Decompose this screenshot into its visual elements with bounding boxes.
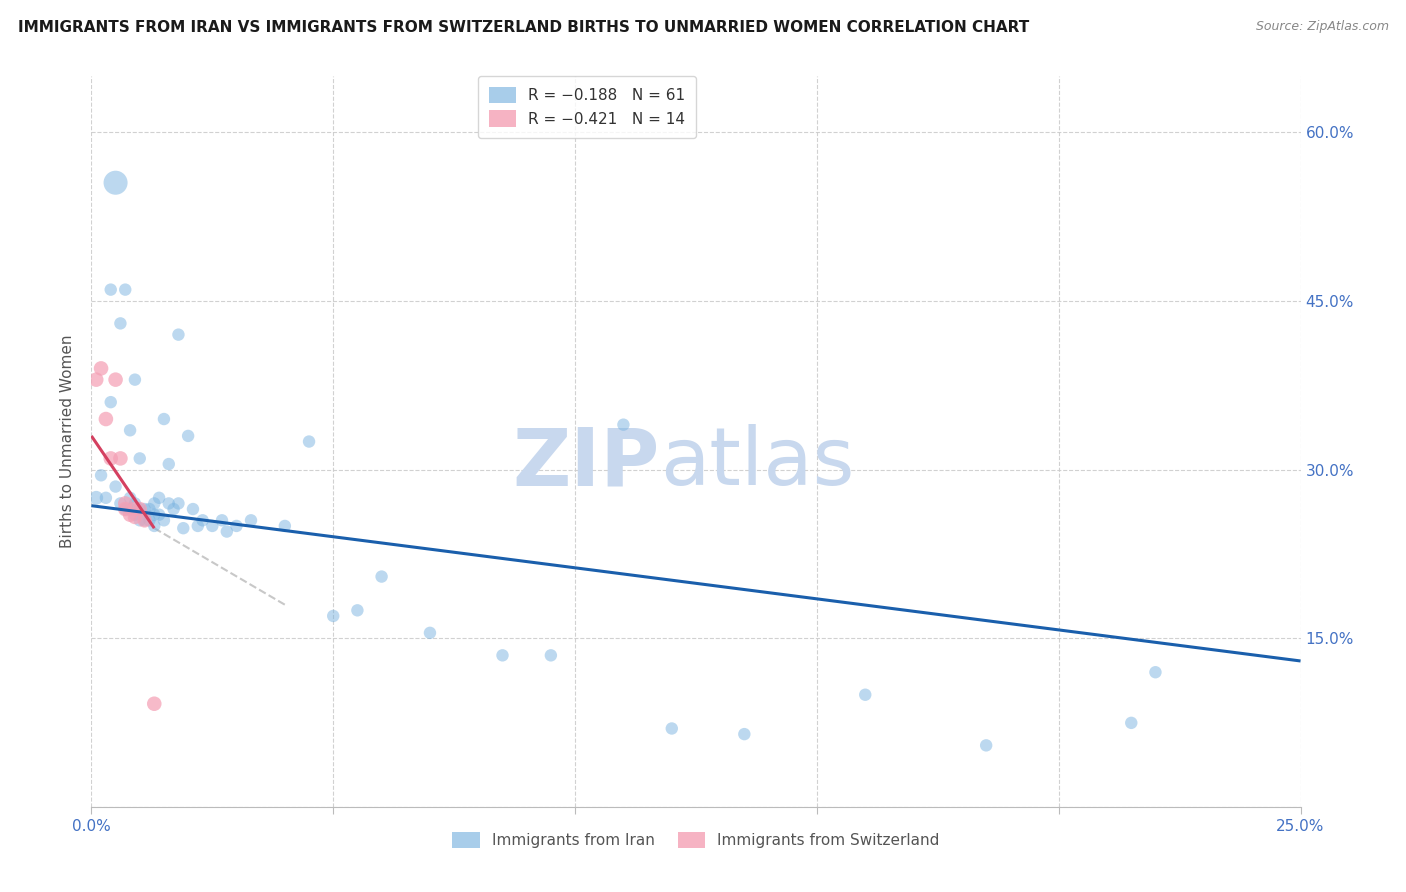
Point: [370, 569, 392, 583]
Point: [110, 451, 132, 466]
Point: [201, 519, 224, 533]
Point: [143, 496, 166, 510]
Point: [110, 496, 132, 510]
Point: [153, 412, 176, 426]
Point: [104, 479, 127, 493]
Y-axis label: Births to Unmarried Women: Births to Unmarried Women: [60, 334, 76, 549]
Point: [148, 508, 170, 522]
Point: [157, 496, 180, 510]
Text: ZIP: ZIP: [512, 425, 659, 502]
Point: [143, 519, 166, 533]
Point: [491, 648, 513, 663]
Point: [114, 283, 136, 297]
Point: [120, 502, 142, 516]
Point: [124, 502, 146, 516]
Point: [114, 496, 136, 510]
Point: [84, 491, 107, 505]
Legend: Immigrants from Iran, Immigrants from Switzerland: Immigrants from Iran, Immigrants from Sw…: [446, 826, 946, 855]
Point: [346, 603, 368, 617]
Point: [177, 429, 200, 443]
Point: [124, 510, 146, 524]
Point: [298, 434, 321, 449]
Point: [128, 502, 150, 516]
Point: [90, 468, 112, 483]
Point: [215, 524, 238, 539]
Point: [120, 491, 142, 505]
Point: [134, 513, 156, 527]
Point: [120, 423, 142, 437]
Point: [274, 519, 297, 533]
Point: [143, 697, 166, 711]
Point: [94, 491, 117, 505]
Point: [1121, 715, 1143, 730]
Point: [104, 373, 127, 387]
Point: [181, 502, 204, 516]
Point: [124, 373, 146, 387]
Point: [733, 727, 755, 741]
Point: [225, 519, 247, 533]
Point: [138, 513, 160, 527]
Point: [240, 513, 263, 527]
Point: [138, 502, 160, 516]
Point: [172, 521, 194, 535]
Point: [153, 513, 176, 527]
Point: [128, 513, 150, 527]
Text: IMMIGRANTS FROM IRAN VS IMMIGRANTS FROM SWITZERLAND BIRTHS TO UNMARRIED WOMEN CO: IMMIGRANTS FROM IRAN VS IMMIGRANTS FROM …: [18, 20, 1029, 35]
Point: [167, 496, 190, 510]
Point: [124, 496, 146, 510]
Point: [114, 502, 136, 516]
Point: [124, 508, 146, 522]
Point: [100, 451, 122, 466]
Point: [100, 395, 122, 409]
Point: [128, 502, 150, 516]
Point: [84, 373, 107, 387]
Point: [128, 451, 150, 466]
Point: [100, 283, 122, 297]
Point: [120, 508, 142, 522]
Point: [134, 502, 156, 516]
Point: [419, 625, 441, 640]
Point: [148, 491, 170, 505]
Point: [157, 457, 180, 471]
Point: [661, 722, 683, 736]
Point: [134, 513, 156, 527]
Point: [104, 176, 127, 190]
Point: [322, 609, 344, 624]
Point: [90, 361, 112, 376]
Point: [167, 327, 190, 342]
Point: [114, 502, 136, 516]
Text: Source: ZipAtlas.com: Source: ZipAtlas.com: [1256, 20, 1389, 33]
Point: [1144, 665, 1167, 680]
Point: [187, 519, 209, 533]
Point: [612, 417, 634, 432]
Point: [191, 513, 214, 527]
Text: atlas: atlas: [659, 425, 853, 502]
Point: [110, 317, 132, 331]
Point: [540, 648, 562, 663]
Point: [974, 739, 997, 753]
Point: [94, 412, 117, 426]
Point: [211, 513, 233, 527]
Point: [162, 502, 184, 516]
Point: [143, 508, 166, 522]
Point: [853, 688, 876, 702]
